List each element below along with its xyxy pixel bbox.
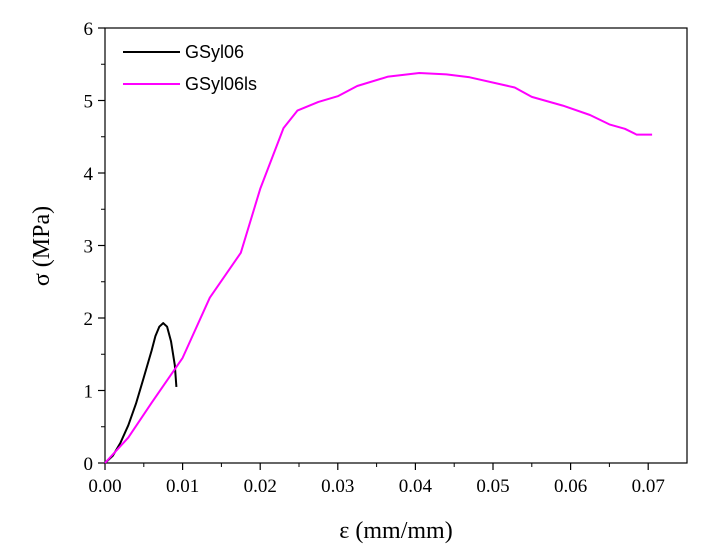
series-line-1 — [104, 72, 653, 464]
x-tick-label: 0.06 — [554, 476, 587, 497]
series-line-0 — [104, 322, 178, 464]
x-tick-label: 0.07 — [632, 476, 665, 497]
x-tick-label: 0.02 — [244, 476, 277, 497]
y-tick-label: 2 — [84, 309, 94, 330]
y-tick-label: 6 — [84, 19, 94, 40]
x-tick-label: 0.00 — [88, 476, 121, 497]
x-tick-label: 0.01 — [166, 476, 199, 497]
y-tick-label: 0 — [84, 454, 94, 475]
x-tick-label: 0.05 — [476, 476, 509, 497]
y-tick-label: 5 — [84, 92, 94, 113]
y-tick-label: 3 — [84, 237, 94, 258]
x-axis-title: ε (mm/mm) — [339, 518, 452, 544]
x-tick-label: 0.04 — [399, 476, 433, 497]
y-axis-title: σ (MPa) — [29, 206, 55, 286]
legend-label-0: GSyl06 — [185, 42, 244, 62]
series-layer — [104, 72, 653, 464]
x-tick-label: 0.03 — [321, 476, 354, 497]
y-tick-label: 4 — [84, 164, 94, 185]
y-tick-label: 1 — [84, 382, 94, 403]
x-axis-ticks: 0.00 0.01 0.02 0.03 0.04 0.05 0.06 0.07 — [88, 463, 665, 497]
y-axis-ticks: 0 1 2 3 4 5 6 — [84, 19, 105, 475]
legend-label-1: GSyl06ls — [185, 74, 257, 94]
legend: GSyl06 GSyl06ls — [123, 42, 257, 94]
